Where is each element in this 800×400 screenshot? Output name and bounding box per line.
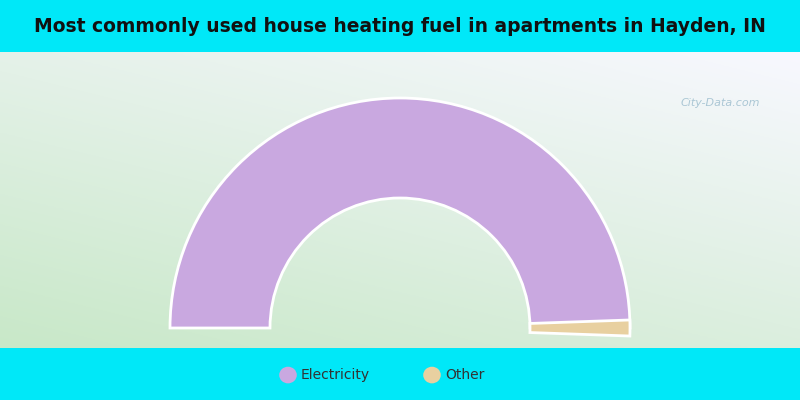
Wedge shape (170, 98, 630, 328)
Text: City-Data.com: City-Data.com (681, 98, 760, 108)
Ellipse shape (423, 367, 441, 383)
Text: Other: Other (445, 368, 484, 382)
Text: Most commonly used house heating fuel in apartments in Hayden, IN: Most commonly used house heating fuel in… (34, 16, 766, 36)
Ellipse shape (279, 367, 297, 383)
Text: Electricity: Electricity (301, 368, 370, 382)
Wedge shape (530, 320, 630, 336)
